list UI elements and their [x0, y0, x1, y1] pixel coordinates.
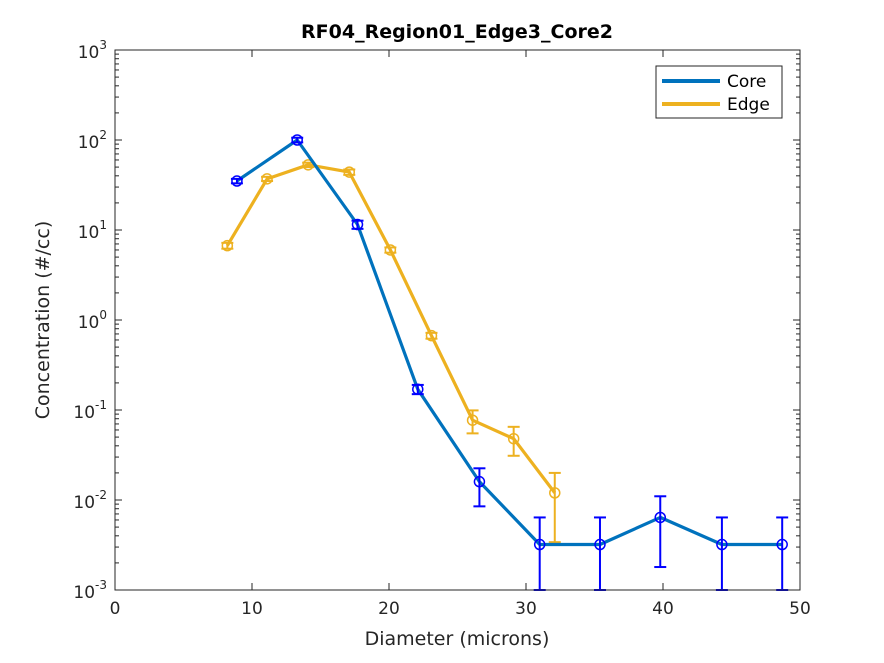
error-bar — [507, 425, 520, 457]
x-tick-label: 20 — [378, 599, 400, 619]
data-point — [384, 244, 397, 256]
y-axis-label: Concentration (#/cc) — [32, 221, 54, 420]
y-tick-label: 100 — [78, 308, 107, 333]
data-point — [594, 538, 606, 551]
error-bar — [654, 495, 667, 569]
legend-box — [655, 65, 783, 119]
x-tick-label: 50 — [789, 599, 811, 619]
data-point — [343, 166, 356, 178]
data-point — [776, 538, 788, 551]
data-point — [351, 218, 364, 231]
axes-layer: 0 10 20 30 40 50 10-3 10-2 10-1 100 101 102 103 — [73, 38, 810, 619]
data-point — [549, 487, 561, 499]
data-point — [533, 538, 546, 551]
y-tick-label: 103 — [78, 38, 107, 63]
y-tick-label: 10-2 — [73, 488, 107, 513]
data-point — [261, 173, 273, 185]
data-point — [716, 538, 728, 551]
x-tick-label: 10 — [241, 599, 263, 619]
x-tick-label: 30 — [515, 599, 537, 619]
series-core — [230, 134, 789, 591]
plot-area — [115, 50, 800, 590]
legend-label-core: Core — [727, 72, 766, 92]
data-point — [291, 134, 303, 146]
chart-title: RF04_Region01_Edge3_Core2 — [301, 21, 613, 43]
data-point — [507, 432, 520, 445]
x-tick-label: 0 — [110, 599, 121, 619]
x-tick-label: 40 — [652, 599, 674, 619]
data-point — [221, 239, 234, 252]
data-point — [412, 383, 424, 396]
error-bar — [466, 409, 479, 435]
data-point — [425, 329, 438, 342]
data-point — [654, 511, 667, 524]
y-tick-label: 10-3 — [73, 578, 107, 603]
y-tick-label: 102 — [78, 128, 107, 153]
y-tick-label: 10-1 — [73, 398, 107, 423]
series-line-core — [236, 138, 783, 547]
error-bar — [548, 471, 561, 544]
y-tick-label: 101 — [78, 218, 107, 243]
data-point — [473, 475, 486, 488]
x-axis-label: Diameter (microns) — [365, 628, 550, 650]
data-point — [466, 414, 479, 426]
legend: Core Edge — [655, 65, 783, 119]
data-point — [231, 175, 243, 187]
legend-label-edge: Edge — [727, 95, 770, 115]
series-layer — [221, 134, 789, 591]
